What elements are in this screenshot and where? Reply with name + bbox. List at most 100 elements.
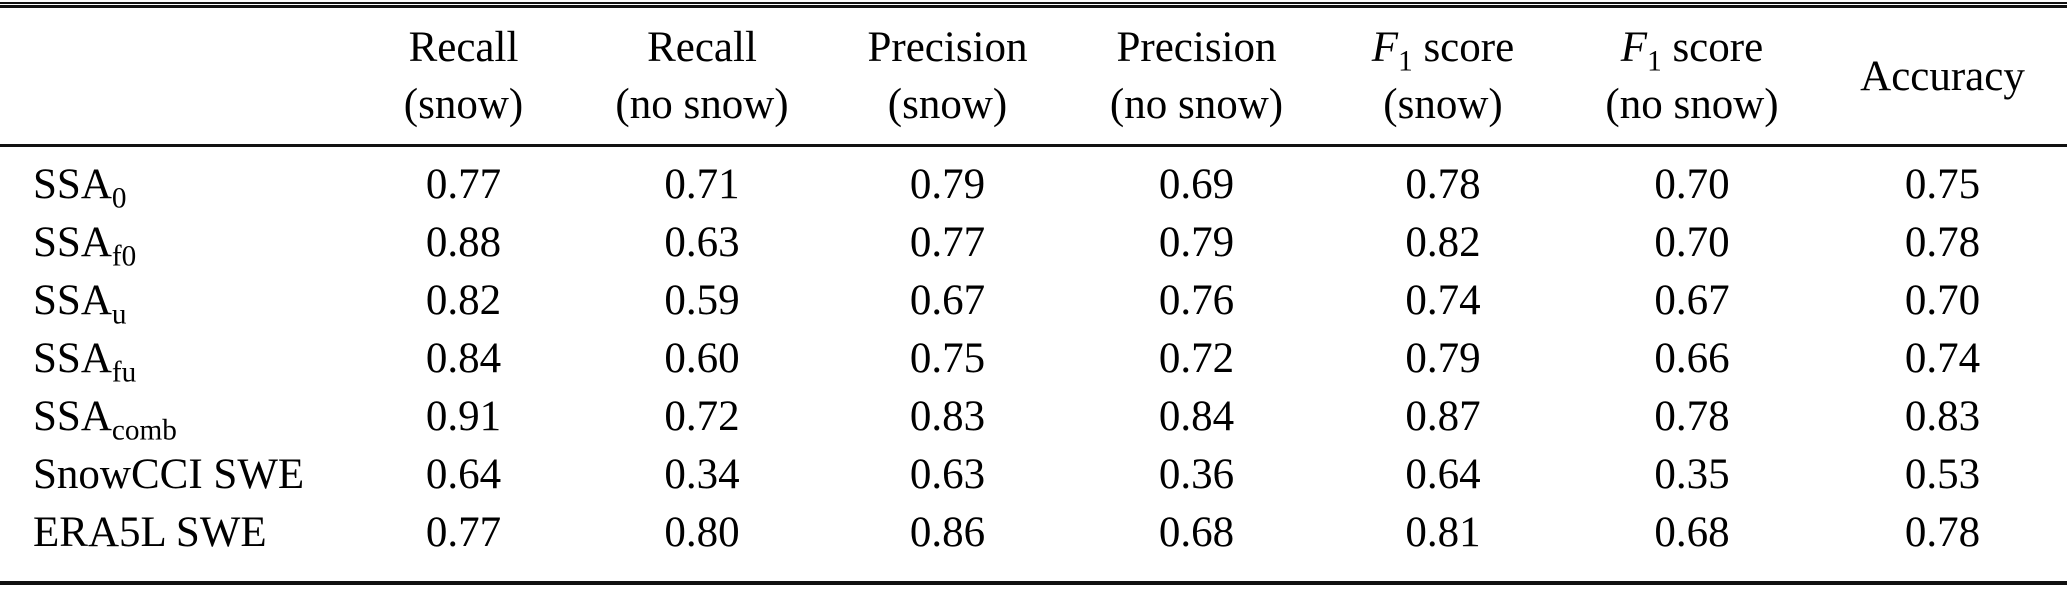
cell-precision-snow: 0.67	[909, 276, 986, 324]
row-label-base: SSA	[33, 160, 112, 208]
top-rule-line-2	[0, 5, 2067, 8]
header-line1: Recall	[647, 24, 757, 71]
cell-precision-no-snow: 0.76	[1158, 276, 1235, 324]
cell-accuracy: 0.78	[1904, 508, 1981, 556]
cell-accuracy: 0.70	[1904, 276, 1981, 324]
f1-letter: F	[1620, 24, 1648, 71]
row-label: SSAfu	[0, 329, 345, 387]
header-line2: (snow)	[1383, 81, 1503, 128]
row-ssau: SSAu 0.82 0.59 0.67 0.76 0.74 0.67 0.70	[0, 271, 2067, 329]
cell-recall-no-snow: 0.34	[664, 450, 740, 498]
column-header-f1-no-snow: F1 score (no snow)	[1566, 8, 1818, 147]
table-header: Recall (snow) Recall (no snow) Precision…	[0, 8, 2067, 147]
cell-precision-no-snow: 0.79	[1158, 218, 1235, 266]
cell-f1-snow: 0.79	[1405, 334, 1481, 382]
header-line1: Precision	[867, 24, 1028, 71]
row-ssafu: SSAfu 0.84 0.60 0.75 0.72 0.79 0.66 0.74	[0, 329, 2067, 387]
cell-recall-no-snow: 0.71	[664, 160, 740, 208]
header-line1: Accuracy	[1860, 52, 2025, 100]
row-ssaf0: SSAf0 0.88 0.63 0.77 0.79 0.82 0.70 0.78	[0, 213, 2067, 271]
header-line1: F1 score	[1566, 19, 1818, 76]
row-label-subscript: 0	[111, 182, 127, 215]
cell-precision-snow: 0.77	[909, 218, 986, 266]
f1-subscript: 1	[1398, 45, 1413, 78]
row-label-subscript: f0	[111, 240, 137, 273]
column-header-precision-snow: Precision (snow)	[822, 8, 1073, 147]
column-header-recall-snow: Recall (snow)	[345, 8, 582, 147]
cell-recall-snow: 0.88	[425, 218, 502, 266]
cell-f1-no-snow: 0.35	[1654, 450, 1730, 498]
cell-precision-no-snow: 0.69	[1158, 160, 1235, 208]
row-label-base: SSA	[33, 276, 112, 324]
cell-recall-no-snow: 0.60	[664, 334, 740, 382]
cell-recall-snow: 0.77	[425, 508, 502, 556]
header-line2: (snow)	[403, 81, 524, 128]
row-label-subscript: fu	[111, 356, 137, 389]
cell-f1-no-snow: 0.70	[1654, 160, 1730, 208]
cell-f1-snow: 0.64	[1405, 450, 1481, 498]
cell-f1-snow: 0.74	[1405, 276, 1481, 324]
cell-f1-snow: 0.82	[1405, 218, 1481, 266]
cell-f1-no-snow: 0.68	[1654, 508, 1730, 556]
f1-rest: score	[1412, 24, 1515, 71]
cell-f1-snow: 0.87	[1405, 392, 1481, 440]
cell-f1-no-snow: 0.70	[1654, 218, 1730, 266]
cell-accuracy: 0.53	[1904, 450, 1981, 498]
cell-precision-no-snow: 0.72	[1158, 334, 1235, 382]
row-label: SSA0	[0, 146, 345, 214]
cell-f1-snow: 0.81	[1405, 508, 1481, 556]
header-line1: Precision	[1116, 24, 1277, 71]
cell-recall-no-snow: 0.59	[664, 276, 740, 324]
row-label: SSAcomb	[0, 387, 345, 445]
cell-precision-snow: 0.63	[909, 450, 986, 498]
cell-f1-no-snow: 0.78	[1654, 392, 1730, 440]
column-header-f1-snow: F1 score (snow)	[1320, 8, 1566, 147]
row-label: SSAu	[0, 271, 345, 329]
row-label-base: ERA5L SWE	[33, 508, 267, 556]
f1-letter: F	[1371, 24, 1399, 71]
cell-recall-no-snow: 0.63	[664, 218, 740, 266]
cell-precision-snow: 0.86	[909, 508, 986, 556]
cell-accuracy: 0.75	[1904, 160, 1981, 208]
cell-precision-no-snow: 0.84	[1158, 392, 1235, 440]
cell-recall-snow: 0.77	[425, 160, 502, 208]
cell-accuracy: 0.83	[1904, 392, 1981, 440]
row-era5l-swe: ERA5L SWE 0.77 0.80 0.86 0.68 0.81 0.68 …	[0, 503, 2067, 583]
cell-recall-no-snow: 0.72	[664, 392, 740, 440]
header-line2: (no snow)	[615, 81, 789, 128]
table-body: SSA0 0.77 0.71 0.79 0.69 0.78 0.70 0.75 …	[0, 146, 2067, 584]
cell-accuracy: 0.78	[1904, 218, 1981, 266]
row-ssa0: SSA0 0.77 0.71 0.79 0.69 0.78 0.70 0.75	[0, 146, 2067, 214]
cell-f1-no-snow: 0.66	[1654, 334, 1730, 382]
corner-cell	[0, 8, 345, 147]
f1-rest: score	[1661, 24, 1764, 71]
cell-recall-snow: 0.91	[425, 392, 502, 440]
row-label: SSAf0	[0, 213, 345, 271]
row-label-base: SnowCCI SWE	[33, 450, 305, 498]
header-line1: F1 score	[1320, 19, 1566, 76]
f1-subscript: 1	[1647, 45, 1662, 78]
cell-recall-no-snow: 0.80	[664, 508, 740, 556]
column-header-recall-no-snow: Recall (no snow)	[582, 8, 822, 147]
row-label: SnowCCI SWE	[0, 445, 345, 503]
cell-f1-no-snow: 0.67	[1654, 276, 1730, 324]
row-ssacomb: SSAcomb 0.91 0.72 0.83 0.84 0.87 0.78 0.…	[0, 387, 2067, 445]
row-snowcci-swe: SnowCCI SWE 0.64 0.34 0.63 0.36 0.64 0.3…	[0, 445, 2067, 503]
cell-accuracy: 0.74	[1904, 334, 1981, 382]
header-line2: (no snow)	[1605, 81, 1779, 128]
cell-precision-snow: 0.79	[909, 160, 986, 208]
row-label-base: SSA	[33, 334, 112, 382]
cell-precision-snow: 0.83	[909, 392, 986, 440]
row-label-subscript: comb	[111, 414, 177, 447]
header-line2: (snow)	[887, 81, 1008, 128]
cell-f1-snow: 0.78	[1405, 160, 1481, 208]
metrics-table: Recall (snow) Recall (no snow) Precision…	[0, 8, 2067, 585]
cell-recall-snow: 0.64	[425, 450, 502, 498]
column-header-accuracy: Accuracy	[1818, 8, 2067, 147]
row-label: ERA5L SWE	[0, 503, 345, 583]
top-rule	[0, 2, 2067, 8]
row-label-base: SSA	[33, 392, 112, 440]
cell-precision-snow: 0.75	[909, 334, 986, 382]
cell-precision-no-snow: 0.68	[1158, 508, 1235, 556]
